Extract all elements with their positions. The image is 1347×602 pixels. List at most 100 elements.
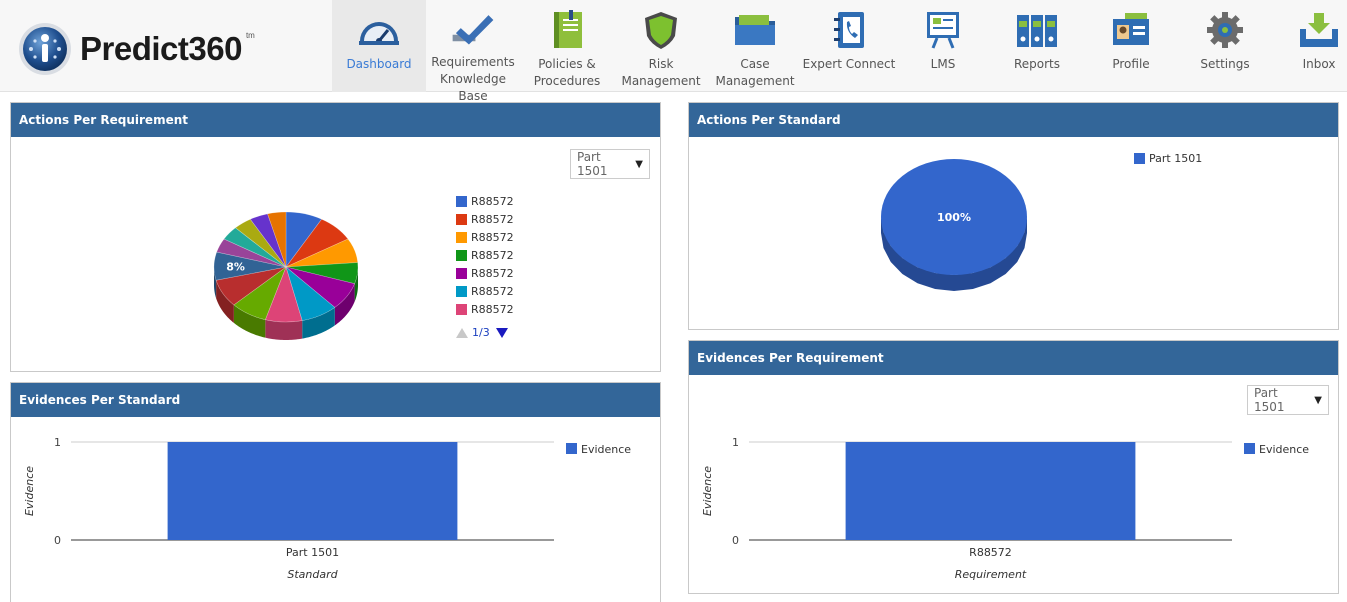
legend-swatch xyxy=(566,443,577,454)
legend-label: R88572 xyxy=(471,266,514,280)
nav-item-label: Settings xyxy=(1200,57,1250,71)
pie-slice[interactable] xyxy=(285,266,336,321)
pie-slice-side xyxy=(265,319,303,340)
predict360-logo-icon xyxy=(19,23,71,75)
legend-swatch xyxy=(1134,152,1145,164)
presentation-board-icon xyxy=(921,10,965,50)
nav-item-label: Case Management xyxy=(715,57,795,88)
notebook-icon xyxy=(545,10,589,50)
app-name: Predict360 xyxy=(80,30,242,67)
legend-label: Part 1501 xyxy=(1149,151,1203,165)
legend-label: Evidence xyxy=(581,443,631,456)
nav-item-reports[interactable]: Reports xyxy=(990,0,1084,92)
evidences-per-requirement-panel: Evidences Per Requirement Part 1501 ▼ 0 1… xyxy=(688,340,1339,594)
legend-swatch xyxy=(456,213,467,225)
top-navigation-bar: Predict360 tm Dashboard Requirements Know… xyxy=(0,0,1347,103)
pie-slice[interactable] xyxy=(881,159,1027,275)
y-tick-label: 0 xyxy=(732,534,739,547)
legend-item: R88572 xyxy=(456,192,514,210)
folder-icon xyxy=(733,10,777,50)
bar[interactable] xyxy=(845,442,1136,540)
pie-slice-side xyxy=(214,266,217,299)
actions-per-requirement-panel: Actions Per Requirement Part 1501 ▼ 8% R… xyxy=(10,102,661,372)
nav-item-requirements[interactable]: Requirements Knowledge Base xyxy=(426,0,520,103)
nav-item-label: Risk Management xyxy=(621,57,701,88)
trademark-mark: tm xyxy=(245,30,255,40)
gear-icon xyxy=(1203,10,1247,50)
pie-slice-side xyxy=(354,266,358,302)
nav-item-risk[interactable]: Risk Management xyxy=(614,0,708,92)
pie-slice-side xyxy=(233,304,266,338)
pie-slice[interactable] xyxy=(233,266,287,321)
legend-item: Part 1501 xyxy=(1134,149,1202,167)
nav-item-profile[interactable]: Profile xyxy=(1084,0,1178,92)
checkmark-icon xyxy=(451,10,495,48)
pie-slice[interactable] xyxy=(285,238,359,268)
pie-slice[interactable] xyxy=(223,227,287,268)
legend-item: R88572 xyxy=(456,264,514,282)
x-tick-label: R88572 xyxy=(969,546,1012,559)
nav-item-label: LMS xyxy=(930,57,956,71)
legend-label: Evidence xyxy=(1259,443,1309,456)
y-axis-title: Evidence xyxy=(23,466,36,516)
nav-item-policies[interactable]: Policies & Procedures xyxy=(520,0,614,92)
pie-slice[interactable] xyxy=(285,262,359,285)
legend-item: R88572 xyxy=(456,300,514,318)
pie-slice[interactable] xyxy=(216,238,287,268)
requirement-part-select[interactable]: Part 1501 ▼ xyxy=(1247,385,1329,415)
panel-title: Actions Per Standard xyxy=(689,103,1338,137)
nav-item-label: Inbox xyxy=(1302,57,1336,71)
pie-slice[interactable] xyxy=(285,266,356,308)
legend-label: R88572 xyxy=(471,194,514,208)
pie-legend: Part 1501 xyxy=(1134,149,1202,167)
chevron-down-icon: ▼ xyxy=(1314,394,1322,406)
y-tick-label: 1 xyxy=(54,436,61,449)
pie-slice[interactable] xyxy=(235,218,287,268)
nav-item-label: Expert Connect xyxy=(802,57,896,71)
nav-item-inbox[interactable]: Inbox xyxy=(1272,0,1347,92)
binders-icon xyxy=(1015,10,1059,50)
evidences-per-standard-panel: Evidences Per Standard 0 1 Part 1501 Standa… xyxy=(10,382,661,602)
pie-slice[interactable] xyxy=(215,266,287,306)
legend-page-up-icon[interactable] xyxy=(456,327,468,338)
legend-swatch xyxy=(456,195,467,207)
pie-data-label: 100% xyxy=(937,211,971,224)
pie-slice[interactable] xyxy=(249,213,287,268)
legend-item: R88572 xyxy=(456,282,514,300)
nav-item-settings[interactable]: Settings xyxy=(1178,0,1272,92)
nav-item-case[interactable]: Case Management xyxy=(708,0,802,92)
nav-item-label: Policies & Procedures xyxy=(533,57,601,88)
nav-item-lms[interactable]: LMS xyxy=(896,0,990,92)
nav-item-dashboard[interactable]: Dashboard xyxy=(332,0,426,92)
app-logo[interactable]: Predict360 tm xyxy=(18,22,255,76)
evidences-per-standard-bar-chart: 0 1 Part 1501 Standard Evidence Evidence xyxy=(23,436,631,581)
pie-slice[interactable] xyxy=(264,266,303,323)
requirement-part-select[interactable]: Part 1501 ▼ xyxy=(570,149,650,179)
y-tick-label: 1 xyxy=(732,436,739,449)
shield-icon xyxy=(639,10,683,50)
bar[interactable] xyxy=(167,442,458,540)
x-tick-label: Part 1501 xyxy=(286,546,339,559)
pie-slice-side xyxy=(334,283,355,326)
pie-slice[interactable] xyxy=(267,211,287,268)
pie-slice[interactable] xyxy=(285,218,349,268)
nav-item-label: Dashboard xyxy=(346,57,412,71)
legend-item: R88572 xyxy=(456,210,514,228)
panel-title: Actions Per Requirement xyxy=(11,103,660,137)
legend-label: R88572 xyxy=(471,212,514,226)
evidences-per-requirement-bar-chart: 0 1 R88572 Requirement Evidence Evidence xyxy=(701,436,1309,581)
pie-data-label: 8% xyxy=(226,260,245,273)
actions-per-standard-pie-chart: 100% xyxy=(881,159,1027,291)
nav-item-label: Profile xyxy=(1112,57,1150,71)
legend-swatch xyxy=(1244,443,1255,454)
legend-item: R88572 xyxy=(456,246,514,264)
y-tick-label: 0 xyxy=(54,534,61,547)
legend-page-down-icon[interactable] xyxy=(495,327,508,338)
legend-label: R88572 xyxy=(471,248,514,262)
legend-swatch xyxy=(456,267,467,279)
nav-item-expert[interactable]: Expert Connect xyxy=(802,0,896,92)
pie-slice[interactable] xyxy=(213,251,287,281)
y-axis-title: Evidence xyxy=(701,466,714,516)
legend-label: R88572 xyxy=(471,284,514,298)
pie-slice[interactable] xyxy=(285,211,323,268)
